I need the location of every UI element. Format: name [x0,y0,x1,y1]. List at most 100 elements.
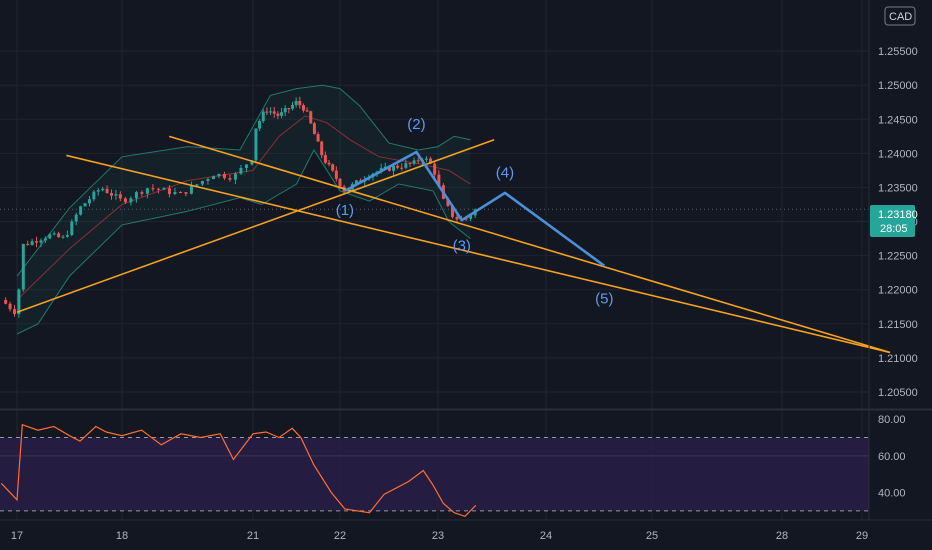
candle-body [79,206,83,215]
candle-body [404,163,408,168]
candle-body [52,233,56,235]
candle-body [272,111,276,114]
time-axis-label: 17 [11,530,23,542]
candle-body [195,184,199,186]
candle-body [74,214,78,222]
candle-body [105,188,109,194]
price-axis-label: 1.25500 [878,46,918,58]
price-badge-box [870,205,915,237]
current-price-badge: 1.23180 28:05 [870,205,918,237]
candle-body [21,244,25,290]
trendlines[interactable] [16,135,891,354]
candle-body [30,241,34,245]
candle-body [129,198,133,203]
elliott-wave-drawing[interactable]: (1) (2) (3) (4) (5) [336,116,614,308]
candle-body [250,160,254,165]
candle-body [469,215,473,219]
price-axis-label: 1.20500 [878,387,918,399]
candle-body [189,185,193,194]
candle-body [239,167,243,174]
rsi-axis-label: 60.00 [878,451,906,463]
time-axis-label: 29 [856,530,868,542]
current-price-label: 1.23180 [878,209,918,221]
bollinger-lower [16,148,471,335]
wave-label: (4) [496,164,514,181]
candle-body [184,192,188,194]
candle-body [65,235,69,237]
candle-body [429,158,433,164]
price-axis-label: 1.21500 [878,319,918,331]
candle-body [17,289,21,314]
candle-body [265,111,269,113]
candle-body [305,110,309,112]
candle-body [387,166,391,171]
candle-body [338,178,342,187]
candle-body [309,111,313,124]
candle-body [96,190,100,192]
time-axis-label: 22 [334,530,346,542]
price-axis-label: 1.23500 [878,182,918,194]
candle-body [140,192,144,194]
time-axis-label: 21 [247,530,259,542]
candle-body [4,299,8,304]
candle-body [269,111,273,113]
currency-label: CAD [889,11,912,23]
candle-body [206,179,210,181]
candle-body [433,163,437,175]
price-axis-label: 1.21000 [878,353,918,365]
candle-body [145,188,149,194]
candle-body [301,105,305,111]
wave-label: (2) [407,116,425,133]
bollinger-fill [17,85,471,334]
candle-body [298,100,302,106]
currency-button[interactable]: CAD [884,6,916,26]
candle-body [290,105,294,109]
candle-body [396,165,400,168]
candle-body [327,162,331,165]
candle-body [244,164,248,168]
time-axis-label: 25 [646,530,658,542]
candle-body [437,174,441,186]
candle-body [87,199,91,204]
candle-body [162,188,166,190]
candle-body [83,203,87,207]
wave-label: (5) [595,291,613,308]
candle-body [123,198,127,203]
candle-body [222,173,226,179]
candle-body [114,194,118,196]
candle-body [416,160,420,162]
candle-body [354,180,358,185]
trendline [168,135,891,354]
price-axis-label: 1.22500 [878,251,918,263]
candle-body [233,173,237,180]
trendline [66,154,891,354]
candle-body [156,188,160,190]
candle-body [134,192,138,199]
candle-body [151,188,155,190]
price-axis-label: 1.25000 [878,80,918,92]
bar-countdown-label: 28:05 [880,223,908,235]
candle-body [178,192,182,194]
candle-body [43,238,47,241]
candle-body [70,221,74,236]
candle-body [287,108,291,110]
candle-body [392,165,396,171]
rsi-panel[interactable] [0,423,869,517]
price-axis-label: 1.24500 [878,114,918,126]
candle-body [320,141,324,156]
currency-button-box[interactable] [884,6,916,26]
candle-body [424,158,428,160]
candle-body [412,160,416,164]
candle-body [118,194,122,199]
candle-body [228,178,232,180]
candle-body [258,121,262,129]
candle-body [12,309,16,314]
time-axis-label: 24 [540,530,552,542]
chart-grid [0,0,869,520]
wave-label: (3) [453,237,471,254]
candle-body [331,164,335,171]
wave-path [344,150,606,267]
candle-body [110,193,113,196]
candle-body [280,112,284,116]
